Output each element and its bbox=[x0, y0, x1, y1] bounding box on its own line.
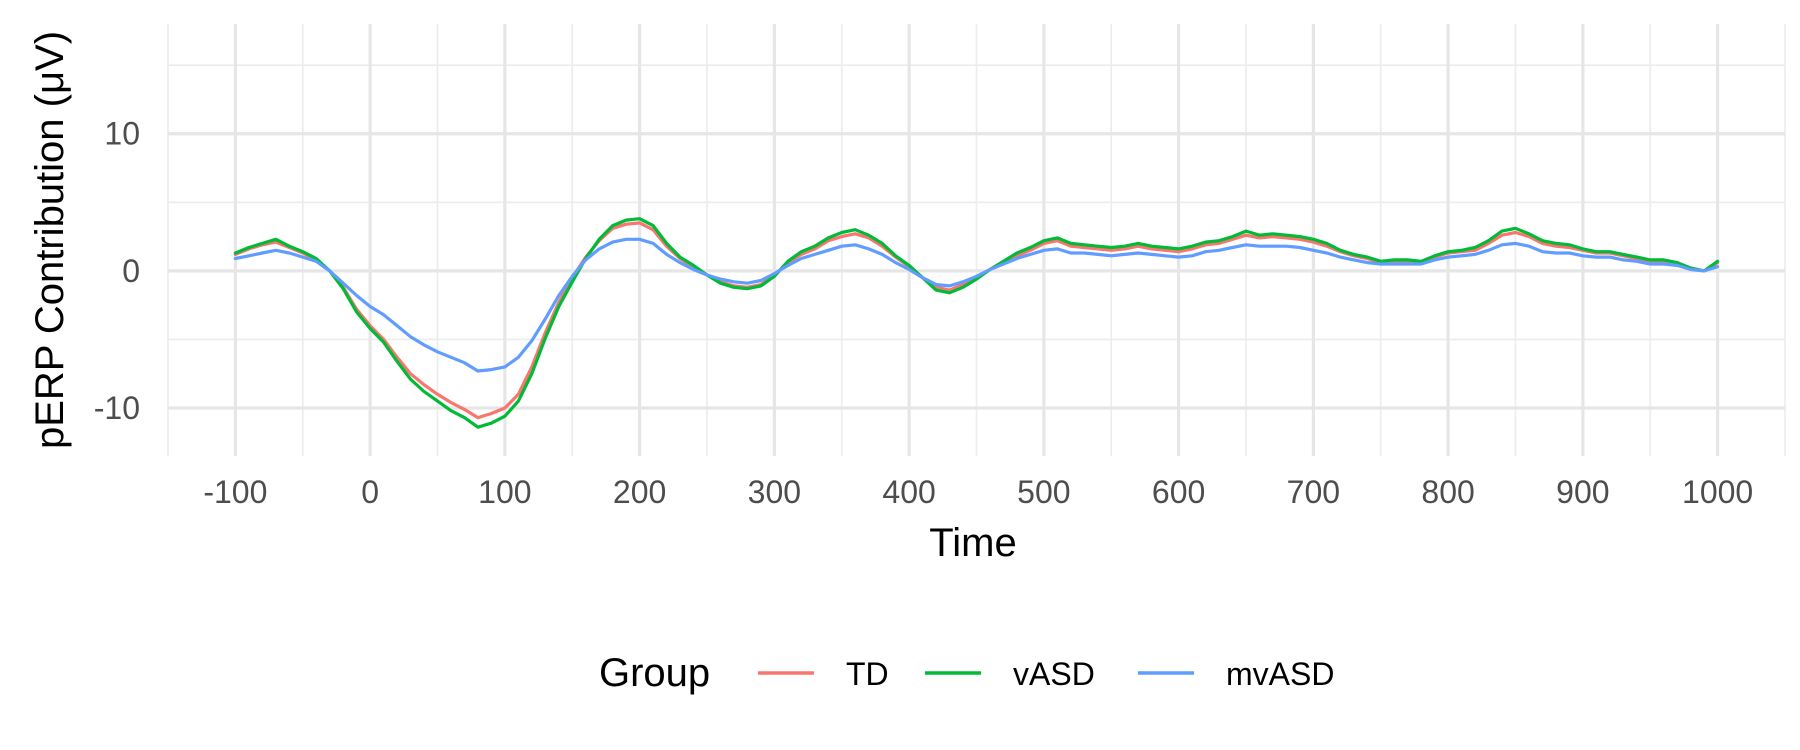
x-axis-tick-labels: -100 0 100 200 300 400 500 600 700 800 900 1000 bbox=[203, 474, 1753, 510]
x-tick-label: 1000 bbox=[1682, 474, 1753, 510]
legend: Group TD vASD mvASD bbox=[599, 651, 1334, 695]
series-line-mvasd bbox=[233, 237, 1720, 373]
x-tick-label: 500 bbox=[1017, 474, 1070, 510]
legend-label-vasd: vASD bbox=[1013, 656, 1095, 692]
x-axis-title: Time bbox=[929, 521, 1016, 565]
legend-label-td: TD bbox=[846, 656, 889, 692]
x-tick-label: 900 bbox=[1556, 474, 1609, 510]
y-tick-label: 0 bbox=[122, 253, 140, 289]
series-line-vasd bbox=[233, 217, 1720, 429]
legend-entries: TD vASD mvASD bbox=[758, 656, 1334, 692]
x-tick-label: 700 bbox=[1287, 474, 1340, 510]
y-tick-label: 10 bbox=[104, 116, 140, 152]
legend-label-mvasd: mvASD bbox=[1226, 656, 1334, 692]
y-axis-tick-labels: -10 0 10 bbox=[94, 116, 140, 426]
x-tick-label: 400 bbox=[882, 474, 935, 510]
series-lines bbox=[233, 217, 1720, 429]
y-tick-label: -10 bbox=[94, 390, 140, 426]
x-tick-label: 100 bbox=[478, 474, 531, 510]
x-tick-label: 800 bbox=[1421, 474, 1474, 510]
plot-panel bbox=[167, 24, 1786, 456]
x-tick-label: 200 bbox=[613, 474, 666, 510]
x-tick-label: 300 bbox=[748, 474, 801, 510]
x-tick-label: 0 bbox=[361, 474, 379, 510]
x-tick-label: 600 bbox=[1152, 474, 1205, 510]
minor-gridlines bbox=[167, 24, 1786, 456]
y-axis-title: pERP Contribution (μV) bbox=[28, 31, 72, 449]
x-tick-label: -100 bbox=[203, 474, 267, 510]
legend-title: Group bbox=[599, 651, 710, 695]
